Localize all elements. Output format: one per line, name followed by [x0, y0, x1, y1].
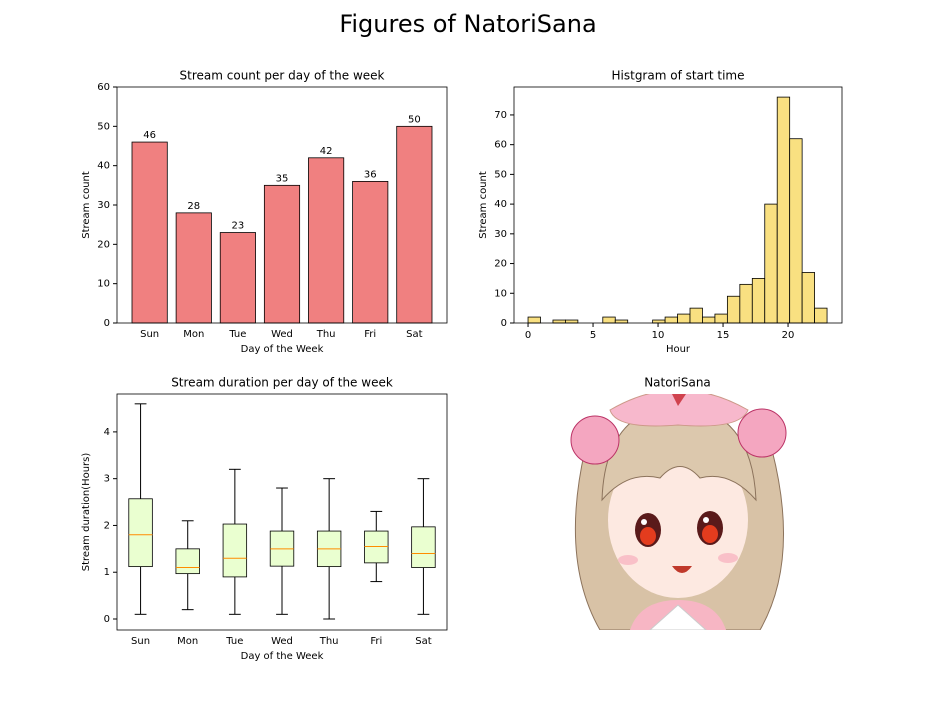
y-tick-label: 70	[494, 110, 507, 121]
y-tick-label: 10	[97, 279, 110, 290]
x-tick-label: Thu	[319, 636, 339, 647]
chart-title: Stream count per day of the week	[180, 69, 385, 83]
data-label: 35	[276, 173, 289, 184]
bar	[396, 125, 433, 324]
x-tick-label: 20	[782, 330, 795, 341]
x-tick-label: 10	[652, 330, 665, 341]
box	[411, 526, 436, 568]
x-tick-label: Tue	[228, 329, 246, 340]
x-tick-label: Sun	[131, 636, 150, 647]
y-tick-label: 1	[104, 567, 110, 578]
histogram-bar	[801, 272, 815, 324]
axes-frame	[513, 86, 843, 324]
x-tick-label: Wed	[271, 329, 293, 340]
box	[222, 523, 248, 578]
y-tick-label: 20	[494, 259, 507, 270]
y-tick-label: 30	[97, 200, 110, 211]
y-tick-label: 20	[97, 239, 110, 250]
x-tick-label: Fri	[364, 329, 376, 340]
x-tick-label: Sun	[140, 329, 159, 340]
y-tick-label: 30	[494, 229, 507, 240]
figure-title: Figures of NatoriSana	[339, 10, 596, 38]
y-tick-label: 40	[494, 199, 507, 210]
x-tick-label: Mon	[177, 636, 198, 647]
histogram-bar	[689, 307, 703, 324]
histogram-bar	[527, 316, 541, 324]
histogram-bar	[814, 307, 828, 324]
data-label: 42	[320, 146, 333, 157]
histogram-bar	[714, 313, 728, 324]
histogram-bar	[602, 316, 616, 324]
histogram-bar	[751, 278, 766, 324]
chart-title: NatoriSana	[644, 376, 711, 390]
histogram-bar	[565, 319, 579, 324]
axes-frame	[116, 86, 448, 324]
x-tick-label: 15	[717, 330, 730, 341]
portrait	[559, 394, 796, 630]
data-label: 23	[232, 221, 245, 232]
x-axis-label: Hour	[666, 344, 691, 355]
x-tick-label: Mon	[183, 329, 204, 340]
bar	[175, 212, 212, 324]
y-axis-label: Stream duration(Hours)	[81, 453, 92, 572]
box	[128, 498, 153, 568]
histogram-bar	[664, 316, 678, 324]
histogram-bar	[726, 295, 741, 324]
x-tick-label: Sat	[406, 329, 422, 340]
histogram-bar	[739, 283, 753, 324]
histogram-bar	[702, 316, 716, 324]
x-tick-label: 5	[590, 330, 596, 341]
x-tick-label: Tue	[225, 636, 243, 647]
y-tick-label: 0	[104, 614, 110, 625]
histogram-bar	[652, 319, 666, 324]
x-tick-label: Sat	[415, 636, 431, 647]
histogram-bar	[677, 313, 691, 324]
histogram-bar	[789, 138, 803, 324]
y-axis-label: Stream count	[478, 171, 489, 239]
histogram-bar	[776, 96, 791, 324]
y-tick-label: 60	[494, 140, 507, 151]
y-tick-label: 4	[104, 427, 110, 438]
bar	[219, 232, 256, 324]
data-label: 50	[408, 114, 421, 125]
y-tick-label: 10	[494, 288, 507, 299]
data-label: 36	[364, 169, 377, 180]
histogram-bar	[764, 203, 778, 324]
x-tick-label: Thu	[316, 329, 336, 340]
chart-title: Histgram of start time	[612, 69, 745, 83]
y-tick-label: 50	[494, 169, 507, 180]
bar	[263, 184, 301, 324]
x-axis-label: Day of the Week	[241, 344, 324, 355]
data-label: 46	[143, 130, 156, 141]
histogram-bar	[552, 319, 566, 324]
y-tick-label: 40	[97, 161, 110, 172]
y-axis-label: Stream count	[81, 171, 92, 239]
bar	[308, 157, 345, 324]
x-axis-label: Day of the Week	[241, 651, 324, 662]
x-tick-label: Fri	[370, 636, 382, 647]
chart-title: Stream duration per day of the week	[171, 376, 393, 390]
y-tick-label: 3	[104, 474, 110, 485]
y-tick-label: 2	[104, 520, 110, 531]
data-label: 28	[187, 201, 200, 212]
histogram-bar	[614, 319, 629, 324]
x-tick-label: Wed	[271, 636, 293, 647]
y-tick-label: 0	[501, 318, 507, 329]
y-tick-label: 50	[97, 121, 110, 132]
bar	[131, 141, 168, 324]
x-tick-label: 0	[525, 330, 531, 341]
axes-frame	[116, 393, 448, 631]
box	[175, 548, 200, 575]
y-tick-label: 0	[104, 318, 110, 329]
bar	[352, 180, 389, 324]
y-tick-label: 60	[97, 82, 110, 93]
